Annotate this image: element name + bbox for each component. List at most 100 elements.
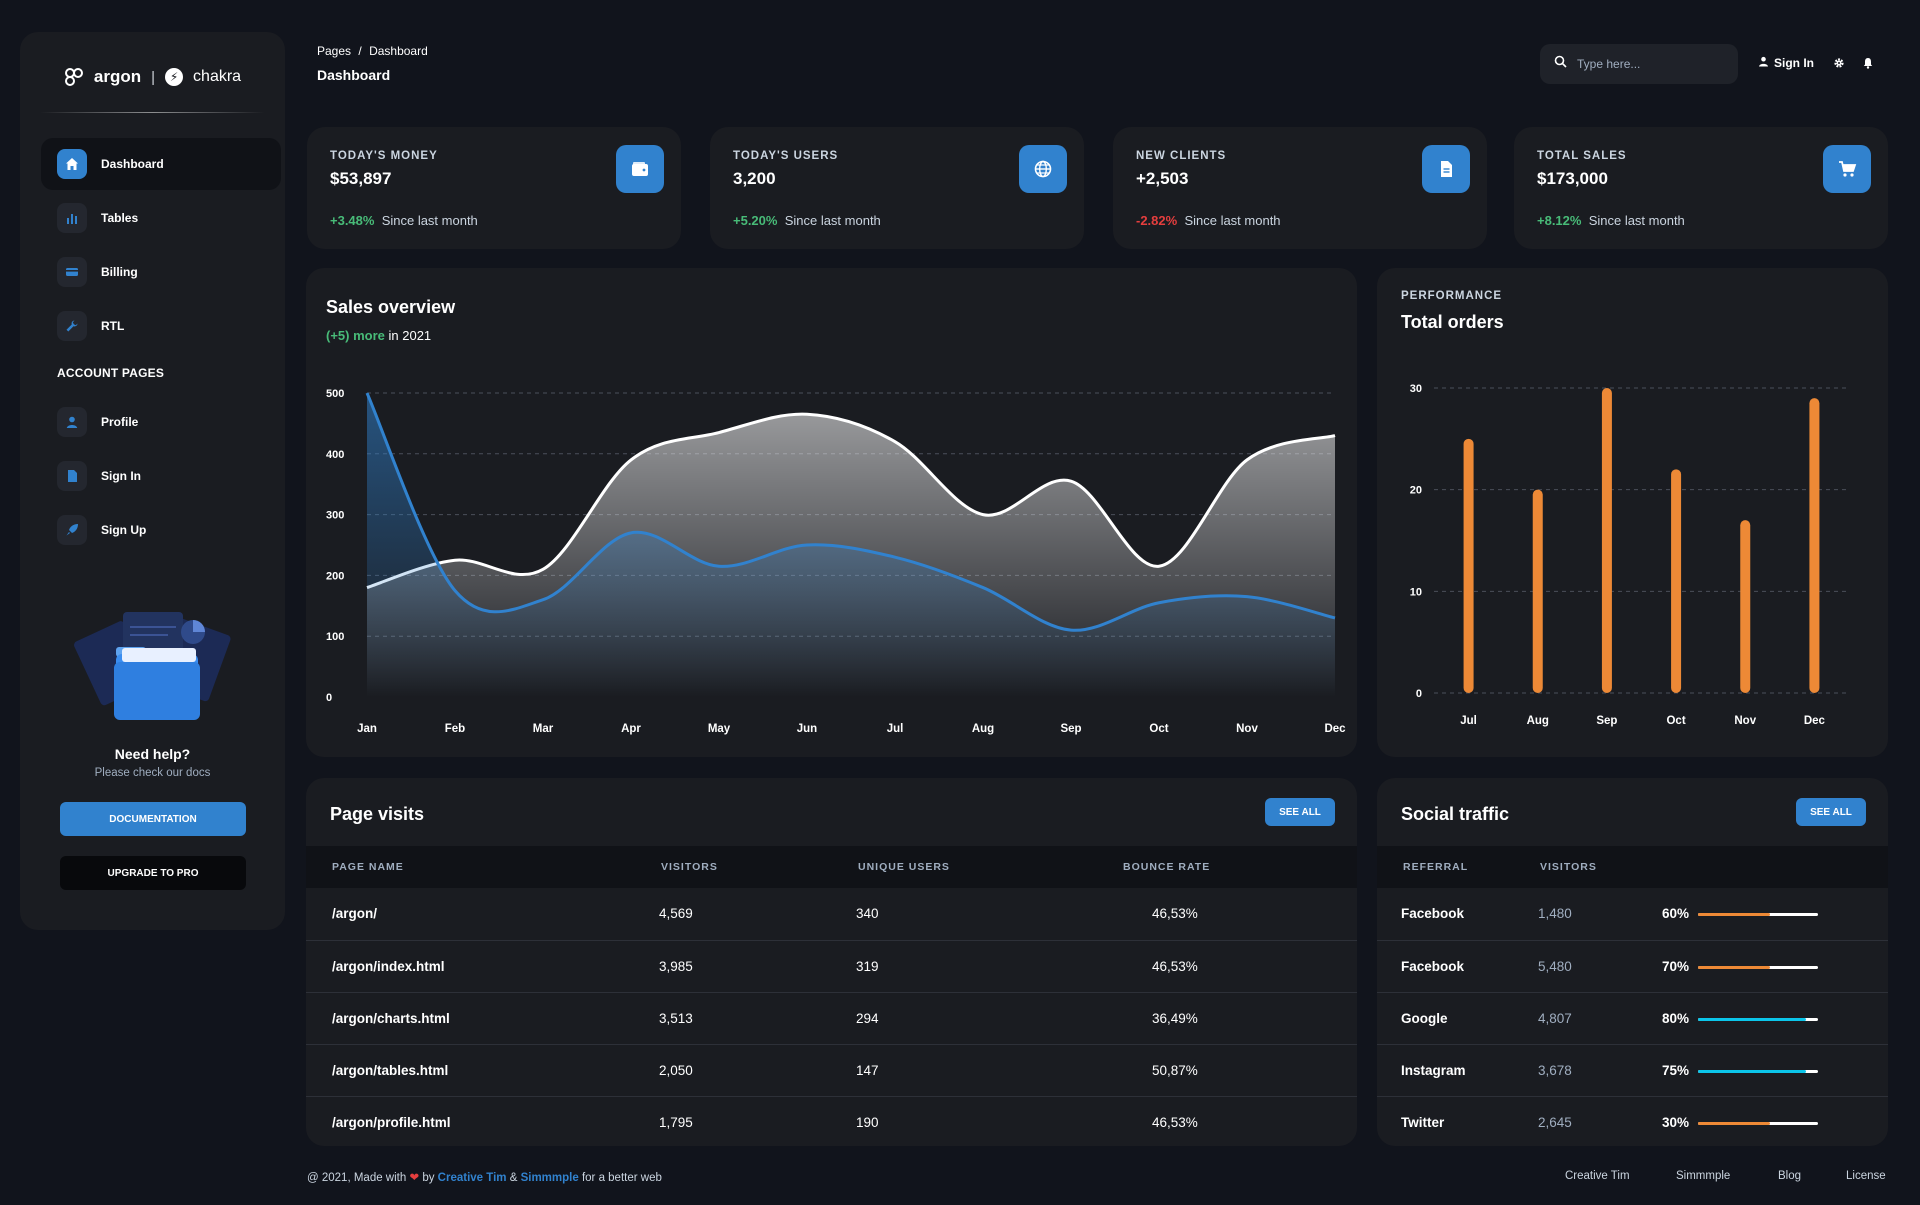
stat-change-text: Since last month <box>1184 213 1281 228</box>
wrench-icon <box>57 311 87 341</box>
folder-illustration-icon <box>68 602 238 737</box>
table-row[interactable]: /argon/charts.html 3,513 294 36,49% <box>306 992 1357 1044</box>
stat-card-clients: NEW CLIENTS +2,503 -2.82% Since last mon… <box>1113 127 1487 249</box>
stat-change-text: Since last month <box>784 213 881 228</box>
stat-card-sales: TOTAL SALES $173,000 +8.12% Since last m… <box>1514 127 1888 249</box>
progress-bar-fill <box>1698 1122 1770 1125</box>
x-tick-label: Jan <box>357 723 377 735</box>
table-row[interactable]: /argon/index.html 3,985 319 46,53% <box>306 940 1357 992</box>
stat-change-value: +3.48% <box>330 213 375 228</box>
argon-logo-icon <box>64 68 83 86</box>
column-header[interactable]: PAGE NAME <box>332 861 404 873</box>
sidebar-item-tables[interactable]: Tables <box>41 192 281 244</box>
gear-icon[interactable] <box>1831 55 1847 71</box>
stat-label: TODAY'S MONEY <box>330 150 438 162</box>
sidebar-item-billing[interactable]: Billing <box>41 246 281 298</box>
brand-separator: | <box>151 68 156 86</box>
social-traffic-panel: Social traffic SEE ALL REFERRAL VISITORS… <box>1377 778 1888 1146</box>
y-tick-label: 400 <box>326 449 344 461</box>
stat-card-money: TODAY'S MONEY $53,897 +3.48% Since last … <box>307 127 681 249</box>
breadcrumb: Pages / Dashboard <box>317 44 428 58</box>
table-row[interactable]: Google 4,807 80% <box>1377 992 1888 1044</box>
table-row[interactable]: Twitter 2,645 30% <box>1377 1096 1888 1146</box>
bar <box>1463 438 1474 693</box>
footer-link-blog[interactable]: Blog <box>1778 1170 1802 1182</box>
search-box[interactable] <box>1540 44 1738 84</box>
sidebar-item-dashboard[interactable]: Dashboard <box>41 138 281 190</box>
sign-in-link[interactable]: Sign In <box>1758 56 1814 70</box>
stat-change: +8.12% Since last month <box>1537 213 1685 228</box>
help-subtitle: Please check our docs <box>94 767 211 779</box>
referral-cell: Twitter <box>1401 1115 1445 1130</box>
column-header[interactable]: UNIQUE USERS <box>858 861 950 873</box>
visitors-cell: 1,795 <box>659 1115 693 1130</box>
sidebar-item-rtl[interactable]: RTL <box>41 300 281 352</box>
bell-icon[interactable] <box>1860 55 1876 71</box>
table-row[interactable]: Instagram 3,678 75% <box>1377 1044 1888 1096</box>
progress-bar-fill <box>1698 913 1770 916</box>
page-visits-see-all-button[interactable]: SEE ALL <box>1265 798 1335 826</box>
unique-users-cell: 319 <box>856 959 879 974</box>
footer-author-link[interactable]: Creative Tim <box>437 1172 507 1184</box>
column-header[interactable]: VISITORS <box>1540 861 1597 873</box>
x-tick-label: Dec <box>1804 715 1826 727</box>
footer-link-simmmple[interactable]: Simmmple <box>1676 1170 1731 1182</box>
sidebar-item-label: Profile <box>101 415 139 429</box>
x-tick-label: Nov <box>1734 715 1756 727</box>
table-row[interactable]: /argon/profile.html 1,795 190 46,53% <box>306 1096 1357 1146</box>
bounce-rate-cell: 36,49% <box>1152 1011 1198 1026</box>
documentation-button[interactable]: DOCUMENTATION <box>60 802 246 836</box>
sidebar-item-sign-up[interactable]: Sign Up <box>41 504 281 556</box>
footer-link-creative-tim[interactable]: Creative Tim <box>1565 1170 1630 1182</box>
table-row[interactable]: Facebook 1,480 60% <box>1377 888 1888 940</box>
stat-label: NEW CLIENTS <box>1136 150 1227 162</box>
social-traffic-see-all-button[interactable]: SEE ALL <box>1796 798 1866 826</box>
percent-cell: 30% <box>1662 1115 1690 1130</box>
globe-icon <box>1019 145 1067 193</box>
heart-icon: ❤ <box>409 1172 420 1184</box>
unique-users-cell: 294 <box>856 1011 879 1026</box>
y-tick-label: 200 <box>326 570 344 582</box>
bar <box>1671 469 1682 693</box>
sidebar-item-label: Tables <box>101 211 139 225</box>
performance-title: Total orders <box>1401 312 1504 332</box>
breadcrumb-root[interactable]: Pages <box>317 44 352 58</box>
sales-overview-panel: Sales overview (+5) more in 2021 0 100 200… <box>306 268 1357 757</box>
table-row[interactable]: Facebook 5,480 70% <box>1377 940 1888 992</box>
upgrade-to-pro-button[interactable]: UPGRADE TO PRO <box>60 856 246 890</box>
page-name-cell: /argon/ <box>332 906 378 921</box>
percent-cell: 60% <box>1662 906 1690 921</box>
table-row[interactable]: /argon/4,569 340 46,53% <box>306 888 1357 940</box>
sales-overview-title: Sales overview <box>326 297 456 317</box>
bar-chart-icon <box>57 203 87 233</box>
brand-logo[interactable]: argon | ⚡ chakra <box>20 62 285 92</box>
footer-by: by <box>422 1172 435 1184</box>
search-input[interactable] <box>1577 57 1727 71</box>
x-tick-label: May <box>708 723 731 735</box>
sales-highlight: (+5) more <box>326 328 385 343</box>
bounce-rate-cell: 50,87% <box>1152 1063 1198 1078</box>
column-header[interactable]: BOUNCE RATE <box>1123 861 1211 873</box>
home-icon <box>57 149 87 179</box>
stat-label: TOTAL SALES <box>1537 150 1627 162</box>
y-tick-label: 300 <box>326 510 344 522</box>
referral-cell: Facebook <box>1401 906 1465 921</box>
visitors-cell: 5,480 <box>1538 959 1572 974</box>
column-header[interactable]: VISITORS <box>661 861 718 873</box>
footer-prefix: @ 2021, Made with <box>307 1172 407 1184</box>
footer-link-license[interactable]: License <box>1846 1170 1886 1182</box>
stat-value: +2,503 <box>1136 169 1189 188</box>
sidebar-item-sign-in[interactable]: Sign In <box>41 450 281 502</box>
series-area <box>367 393 1335 697</box>
sidebar-item-profile[interactable]: Profile <box>41 396 281 448</box>
visitors-cell: 3,678 <box>1538 1063 1572 1078</box>
sidebar-item-label: Dashboard <box>101 157 164 171</box>
footer-author-link[interactable]: Simmmple <box>520 1172 579 1184</box>
page-visits-title: Page visits <box>330 804 425 824</box>
document-icon <box>57 461 87 491</box>
stat-value: $173,000 <box>1537 169 1608 188</box>
progress-bar <box>1698 913 1818 916</box>
table-row[interactable]: /argon/tables.html 2,050 147 50,87% <box>306 1044 1357 1096</box>
x-tick-label: Sep <box>1596 715 1617 727</box>
column-header[interactable]: REFERRAL <box>1403 861 1469 873</box>
